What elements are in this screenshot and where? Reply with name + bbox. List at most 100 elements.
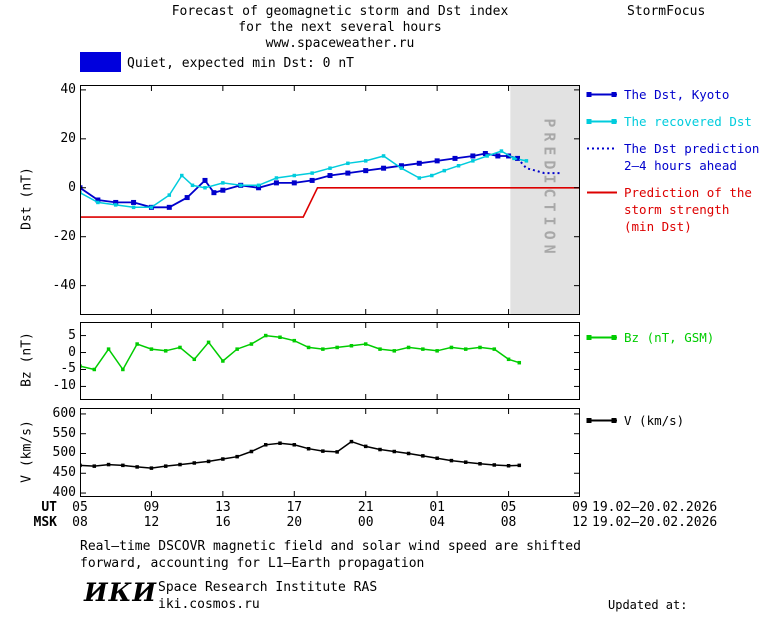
dst-kyoto-point	[416, 160, 422, 166]
xtick-msk-3: 20	[286, 515, 303, 530]
dst-kyoto-point	[470, 153, 476, 159]
dst-kyoto-point	[202, 177, 208, 183]
recovered-dst-legend-sample-icon	[586, 119, 617, 124]
updated-block: Updated at: UT 05:05, 20.02.2026 MSK 08:…	[596, 565, 748, 620]
recovered-dst-point	[524, 159, 529, 163]
legend-entry-bz: Bz (nT, GSM)	[586, 329, 714, 346]
v-ytick-label: 400	[52, 485, 76, 501]
axis-row-label-msk: MSK	[33, 515, 57, 530]
recovered-dst-point	[292, 173, 297, 178]
footnote-line-1: Real–time DSCOVR magnetic field and sola…	[80, 539, 581, 554]
dst-ytick-label: -40	[52, 277, 76, 293]
v-point	[421, 454, 425, 458]
storm-strength-legend-label: Prediction of the storm strength (min Dst)	[624, 185, 752, 234]
bz-point	[392, 349, 397, 353]
bz-point	[335, 345, 339, 350]
recovered-dst-point	[167, 193, 172, 197]
v-point	[178, 462, 182, 467]
recovered-dst-legend-label: The recovered Dst	[624, 114, 752, 129]
recovered-dst-point	[113, 203, 118, 207]
v-point	[506, 464, 511, 468]
bz-point	[478, 345, 482, 350]
prediction-band	[510, 86, 579, 314]
v-point	[306, 446, 311, 451]
v-legend-label: V (km/s)	[624, 413, 685, 428]
dst-kyoto-point	[434, 158, 440, 164]
bz-point	[221, 359, 225, 363]
xtick-ut-4: 21	[357, 500, 374, 515]
bz-point	[517, 360, 522, 365]
bz-line	[80, 334, 520, 371]
v-point	[435, 456, 439, 460]
xtick-ut-6: 05	[500, 500, 517, 515]
bz-point	[192, 357, 197, 362]
bz-point	[121, 367, 125, 372]
bz-point	[349, 343, 354, 348]
axis-row-label-ut: UT	[41, 500, 57, 515]
dst-ytick-label: 20	[60, 130, 76, 146]
storm-strength-legend-sample-icon	[587, 191, 617, 194]
recovered-dst-point	[485, 154, 489, 158]
dst-kyoto-point	[452, 155, 458, 161]
dst-kyoto-point	[220, 187, 226, 193]
xtick-ut-5: 01	[429, 500, 445, 515]
v-ytick-label: 550	[52, 425, 76, 441]
dst-kyoto-point	[495, 153, 501, 159]
bz-frame	[80, 322, 580, 400]
v-point	[278, 441, 282, 445]
v-point	[235, 454, 239, 459]
v-point	[263, 443, 268, 447]
v-point	[106, 462, 111, 467]
dst-kyoto-point	[95, 197, 101, 203]
storm-level-swatch	[80, 52, 121, 72]
bz-legend-label: Bz (nT, GSM)	[624, 330, 715, 345]
bz-ytick-label: -10	[52, 378, 76, 394]
recovered-dst-point	[149, 205, 154, 210]
dst-kyoto-point	[184, 195, 190, 201]
spaceweather-link[interactable]: www.spaceweather.ru	[265, 36, 415, 51]
dst-kyoto-line	[80, 152, 518, 209]
recovered-dst-point	[274, 176, 279, 180]
xtick-msk-7: 12	[572, 515, 588, 530]
v-ytick-label: 450	[52, 465, 76, 481]
bz-point	[492, 347, 497, 351]
bz-point	[135, 342, 139, 346]
xtick-msk-0: 08	[72, 515, 88, 530]
title-line-1: Forecast of geomagnetic storm and Dst in…	[171, 4, 509, 19]
legend-v: V (km/s)	[586, 412, 684, 429]
recovered-dst-point	[310, 171, 314, 175]
dst-kyoto-point	[131, 199, 137, 205]
recovered-dst-point	[96, 200, 100, 205]
dst-axis-label: Dst (nT)	[19, 167, 35, 230]
dst-kyoto-point	[166, 204, 172, 210]
dst-prediction-legend-label: The Dst prediction 2–4 hours ahead	[624, 141, 760, 173]
bz-point	[378, 347, 382, 351]
bz-point	[178, 345, 182, 350]
institute-site-link[interactable]: iki.cosmos.ru	[158, 597, 260, 612]
bz-point	[506, 357, 511, 362]
v-point	[321, 449, 325, 453]
axis-row-date-msk: 19.02–20.02.2026	[592, 515, 718, 530]
dst-kyoto-point	[273, 180, 279, 186]
xtick-msk-1: 12	[143, 515, 160, 530]
bz-point	[321, 347, 325, 351]
recovered-dst-point	[328, 166, 332, 170]
xtick-msk-5: 04	[429, 515, 445, 530]
v-point	[192, 461, 197, 465]
legend-entry-storm-strength: Prediction of the storm strength (min Dst)	[586, 184, 759, 235]
dst-kyoto-point	[482, 151, 488, 157]
dst-kyoto-point	[256, 185, 262, 191]
v-point	[335, 450, 339, 454]
v-point	[249, 449, 254, 454]
dst-kyoto-point	[381, 165, 387, 171]
recovered-dst-point	[180, 173, 184, 178]
recovered-dst-point	[203, 186, 207, 190]
v-point	[378, 447, 382, 452]
v-point	[517, 463, 522, 468]
xtick-msk-2: 16	[215, 515, 231, 530]
bz-point	[449, 345, 454, 350]
xtick-ut-3: 17	[286, 500, 303, 515]
recovered-dst-point	[442, 168, 447, 173]
recovered-dst-point	[471, 159, 475, 163]
legend-entry-v: V (km/s)	[586, 412, 684, 429]
